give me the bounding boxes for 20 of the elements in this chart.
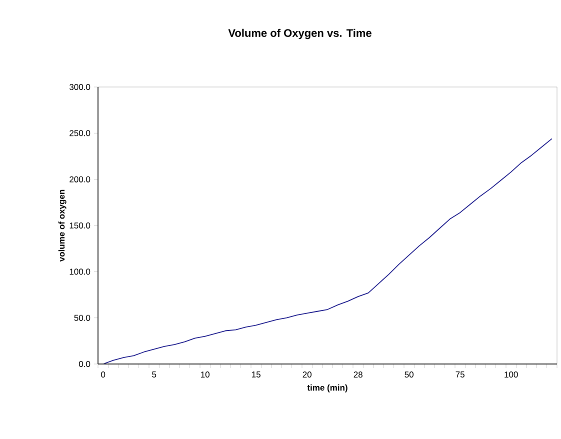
x-tick-label: 10 — [201, 372, 210, 378]
y-tick-label: 300.0 — [70, 84, 90, 90]
x-axis-title: time (min) — [307, 384, 348, 392]
x-tick-label: 20 — [302, 372, 312, 378]
x-tick-label: 5 — [152, 372, 156, 378]
y-tick-label: 50.0 — [74, 314, 90, 321]
y-tick-label: 100.0 — [70, 268, 90, 275]
x-tick-label: 100 — [504, 372, 518, 378]
x-tick-label: 75 — [456, 372, 464, 378]
chart-title: Volume of Oxygen vs. Time — [228, 28, 372, 40]
line-series — [102, 138, 552, 364]
y-tick-label: 0.0 — [78, 360, 90, 368]
y-tick-label: 150.0 — [70, 222, 90, 229]
y-tick-label: 250.0 — [70, 130, 90, 136]
x-tick-label: 50 — [404, 372, 414, 378]
x-tick-label: 28 — [354, 372, 362, 378]
x-tick-label: 0 — [101, 372, 106, 378]
x-tick-label: 15 — [252, 372, 260, 378]
y-axis-title: volume of oxygen — [58, 190, 66, 262]
y-tick-label: 200.0 — [70, 176, 90, 182]
